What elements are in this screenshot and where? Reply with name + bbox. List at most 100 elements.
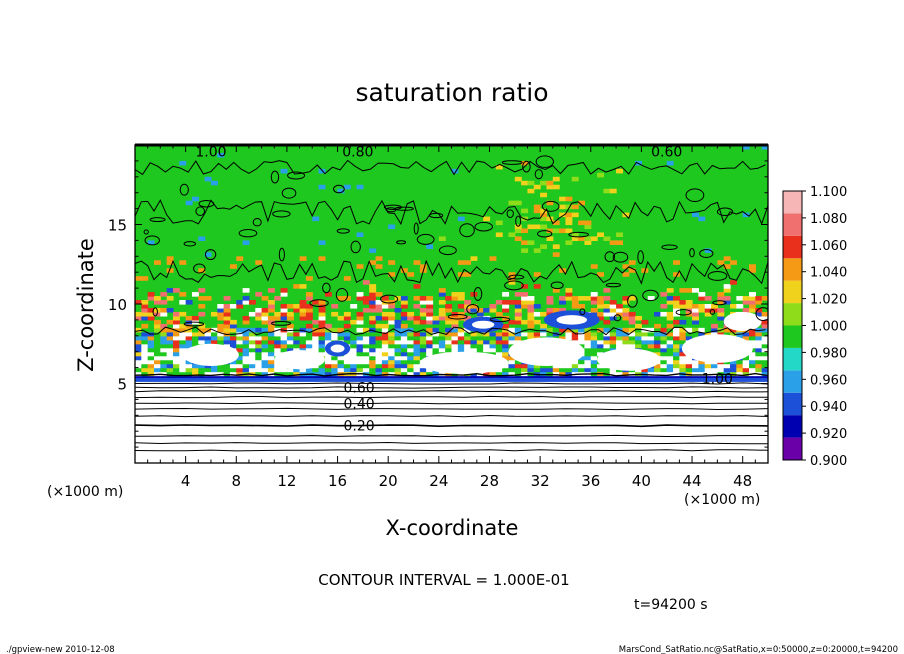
field-cell bbox=[343, 355, 351, 361]
field-cell bbox=[451, 168, 459, 174]
field-cell bbox=[609, 300, 617, 305]
field-cell bbox=[324, 335, 332, 341]
contour-label: 0.40 bbox=[343, 396, 374, 412]
field-cell bbox=[280, 304, 288, 309]
field-cell bbox=[742, 145, 750, 150]
field-cell bbox=[198, 323, 206, 329]
field-cell bbox=[489, 331, 497, 337]
field-cell bbox=[622, 307, 630, 313]
colorbar-label: 1.040 bbox=[810, 266, 847, 281]
field-cell bbox=[457, 292, 465, 297]
field-cell bbox=[432, 347, 440, 353]
field-cell bbox=[141, 331, 149, 337]
field-cell bbox=[736, 363, 744, 369]
field-cell bbox=[565, 335, 573, 341]
contour-loop bbox=[350, 240, 361, 254]
field-cell bbox=[369, 319, 377, 325]
field-cell bbox=[331, 331, 339, 337]
field-cell bbox=[388, 363, 396, 369]
field-cell bbox=[426, 327, 434, 333]
contour-loop bbox=[699, 249, 714, 258]
x-tick-label: 4 bbox=[181, 472, 191, 490]
field-cell bbox=[172, 359, 180, 365]
field-cell bbox=[635, 315, 642, 321]
field-cell bbox=[369, 367, 377, 373]
field-cell bbox=[305, 311, 313, 317]
field-cell bbox=[438, 327, 446, 333]
field-cell bbox=[711, 363, 718, 369]
field-cell bbox=[565, 240, 573, 245]
field-cell bbox=[331, 359, 339, 365]
contour-line-lower bbox=[135, 390, 768, 393]
chart-title: saturation ratio bbox=[355, 78, 548, 107]
field-cell bbox=[647, 367, 655, 373]
field-cell bbox=[495, 351, 503, 357]
field-cell bbox=[179, 371, 187, 377]
field-cold-core bbox=[556, 315, 588, 325]
x-unit-right: (×1000 m) bbox=[684, 492, 760, 508]
field-cell bbox=[597, 315, 605, 321]
field-cell bbox=[267, 347, 275, 353]
field-cell bbox=[445, 331, 453, 337]
field-cell bbox=[647, 347, 655, 353]
contour-loop bbox=[712, 300, 727, 306]
field-cell bbox=[305, 315, 313, 321]
field-cell bbox=[305, 343, 313, 349]
field-cell bbox=[755, 339, 763, 345]
field-cell bbox=[419, 347, 427, 353]
contour-loop bbox=[535, 155, 554, 168]
field-cell bbox=[172, 288, 180, 293]
field-cell bbox=[514, 224, 522, 230]
colorbar: 0.9000.9200.9400.9600.9801.0001.0201.040… bbox=[782, 185, 847, 469]
field-cell bbox=[248, 355, 256, 361]
field-cell bbox=[255, 335, 263, 341]
field-cell bbox=[267, 300, 275, 305]
field-cell bbox=[217, 315, 225, 321]
field-cell bbox=[343, 276, 351, 281]
field-cell bbox=[590, 343, 598, 349]
field-cell bbox=[248, 351, 256, 357]
field-cell bbox=[324, 292, 332, 297]
field-cell bbox=[584, 236, 592, 241]
field-cell bbox=[369, 331, 377, 337]
field-cold-band-low bbox=[135, 377, 768, 382]
field-cell bbox=[242, 300, 250, 305]
field-cell bbox=[369, 371, 377, 377]
field-cell bbox=[362, 339, 370, 345]
field-cell bbox=[394, 307, 402, 313]
field-cell bbox=[242, 363, 250, 369]
field-cell bbox=[293, 335, 301, 341]
field-cell bbox=[337, 355, 345, 361]
field-cell bbox=[489, 256, 497, 261]
contour-label: 0.60 bbox=[651, 144, 682, 160]
contour-line-1 bbox=[135, 326, 766, 336]
contour-line-lower bbox=[135, 441, 768, 445]
field-cell bbox=[717, 311, 725, 317]
field-cell bbox=[609, 331, 617, 337]
field-cell bbox=[248, 335, 256, 341]
field-cell bbox=[286, 367, 294, 373]
field-cell bbox=[698, 304, 706, 309]
field-cell bbox=[236, 355, 244, 361]
field-cell bbox=[717, 307, 725, 313]
field-cell bbox=[590, 300, 598, 305]
field-cell bbox=[179, 160, 187, 166]
field-cell bbox=[343, 367, 351, 373]
field-cell bbox=[280, 311, 288, 317]
field-cell bbox=[432, 335, 440, 341]
field-cell bbox=[135, 300, 142, 305]
field-cell bbox=[407, 351, 415, 357]
field-cell bbox=[565, 212, 573, 218]
field-cell bbox=[641, 371, 649, 377]
field-cell bbox=[673, 304, 680, 309]
field-cell bbox=[584, 224, 592, 230]
field-cell bbox=[210, 335, 218, 341]
field-cell bbox=[362, 307, 370, 313]
field-cell bbox=[356, 363, 364, 369]
field-cell bbox=[141, 363, 149, 369]
field-cell bbox=[673, 367, 680, 373]
field-cell bbox=[495, 220, 503, 226]
field-cell bbox=[135, 347, 142, 353]
field-cell bbox=[191, 339, 199, 345]
field-cell bbox=[337, 315, 345, 321]
